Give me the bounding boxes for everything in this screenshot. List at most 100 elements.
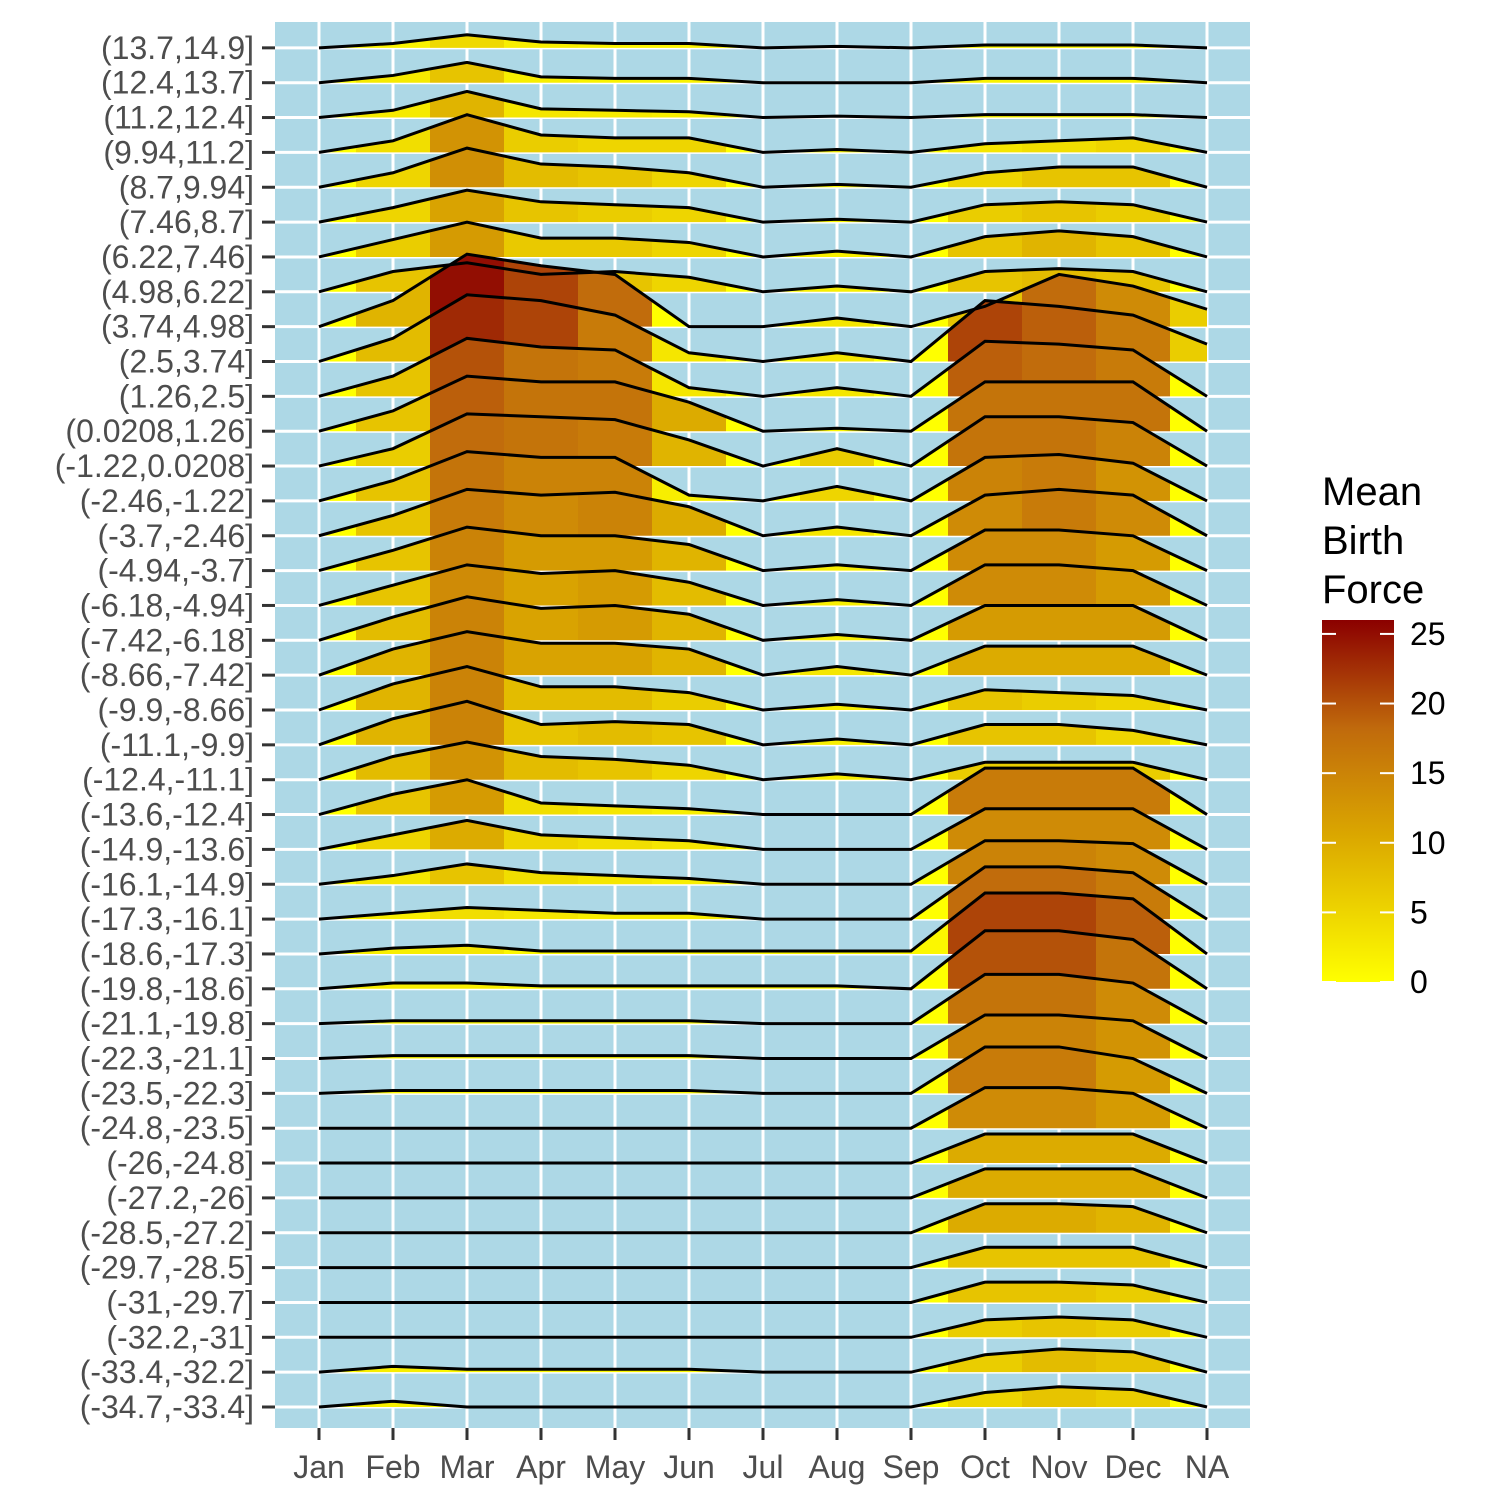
ridge-segment — [504, 156, 578, 188]
y-tick-label: (-1.22,0.0208] — [55, 448, 254, 484]
ridge-segment — [726, 701, 800, 710]
x-tick-label: NA — [1185, 1449, 1230, 1485]
ridge-segment — [874, 893, 948, 920]
ridge-segment — [874, 213, 948, 223]
ridge-segment — [1096, 1017, 1170, 1059]
ridge-segment — [652, 476, 726, 501]
ridge-line — [319, 1202, 1208, 1235]
ridge-segment — [652, 300, 726, 327]
x-tick-label: May — [585, 1449, 645, 1485]
ridge-segment — [430, 564, 504, 606]
ridge-segment — [1022, 724, 1096, 745]
ridge-line — [319, 1245, 1208, 1270]
ridge-segment — [356, 787, 430, 815]
ridge-segment — [1096, 567, 1170, 606]
ridge-segment — [578, 605, 652, 641]
ridge-segment — [430, 666, 504, 710]
ridge-segment — [652, 499, 726, 536]
x-tick-label: Aug — [809, 1449, 866, 1485]
ridge-segment — [652, 839, 726, 850]
ridge-row — [319, 489, 1207, 536]
y-tick-label: (-19.8,-18.6] — [80, 971, 254, 1007]
ridge-segment — [430, 779, 504, 815]
ridge-segment — [874, 368, 948, 397]
ridge-line — [319, 1167, 1208, 1200]
ridge-segment — [1096, 1318, 1170, 1338]
ridge-segment — [1022, 768, 1096, 815]
ridge-segment — [948, 203, 1022, 223]
ridge-segment — [874, 622, 948, 641]
ridge-segment — [578, 418, 652, 467]
x-axis: Jan Feb Mar Apr May Jun Jul Aug Sep Oct Nov Dec NA — [293, 1428, 1230, 1485]
ridge-line — [318, 839, 1208, 886]
ridge-segment — [356, 538, 430, 571]
ridge-segment — [356, 230, 430, 257]
y-tick-label: (-24.8,-23.5] — [80, 1110, 254, 1146]
y-tick-label: (-27.2,-26] — [106, 1180, 254, 1216]
ridge-segment — [874, 515, 948, 536]
ridge-segment — [652, 762, 726, 780]
ridge-segment — [800, 527, 874, 536]
ridge-segment — [874, 441, 948, 467]
ridge-line — [318, 450, 1208, 503]
legend: Mean Birth Force 0 5 10 15 20 25 — [1322, 470, 1446, 1000]
x-tick-label: Oct — [960, 1449, 1010, 1485]
ridge-segment — [1096, 978, 1170, 1024]
ridge-segment — [874, 246, 948, 257]
ridge-segment — [1022, 1134, 1096, 1164]
ridge-segment — [504, 569, 578, 606]
ridge-segment — [652, 206, 726, 223]
ridge-segment — [578, 643, 652, 676]
y-tick-label: (-12.4,-11.1] — [82, 762, 254, 798]
y-tick-label: (7.46,8.7] — [119, 204, 254, 240]
y-tick-label: (-4.94,-3.7] — [97, 553, 254, 589]
ridge-segment — [356, 827, 430, 850]
ridge-segment — [356, 127, 430, 153]
ridge-segment — [874, 550, 948, 571]
ridge-segment — [652, 392, 726, 432]
ridge-segment — [948, 1046, 1022, 1094]
ridge-segment — [726, 734, 800, 745]
ridge-segment — [1096, 1388, 1170, 1407]
ridge-line — [318, 252, 1208, 329]
ridge-segment — [652, 429, 726, 467]
ridge-segment — [874, 862, 948, 885]
ridge-segment — [726, 493, 800, 501]
y-tick-label: (-2.46,-1.22] — [80, 483, 254, 519]
x-tick-label: Sep — [883, 1449, 940, 1485]
ridge-segment — [578, 238, 652, 257]
y-tick-label: (8.7,9.94] — [119, 169, 254, 205]
ridge-segment — [874, 1036, 948, 1059]
ridge-segment — [430, 863, 504, 885]
legend-ticks: 0 5 10 15 20 25 — [1322, 616, 1446, 1000]
ridge-segment — [1022, 605, 1096, 641]
ridge-segment — [578, 570, 652, 606]
ridge-line — [318, 33, 1208, 50]
y-tick-label: (-28.5,-27.2] — [80, 1215, 254, 1251]
ridge-line — [319, 1086, 1208, 1130]
ridge-line — [319, 1315, 1208, 1339]
ridge-segment — [356, 502, 430, 536]
ridge-segment — [726, 593, 800, 606]
ridge-segment — [874, 771, 948, 780]
ridge-segment — [504, 454, 578, 501]
ridge-line — [318, 664, 1208, 712]
ridge-segment — [1096, 1090, 1170, 1129]
ridge-segment — [430, 222, 504, 257]
ridge-line — [318, 60, 1208, 85]
y-tick-label: (9.94,11.2] — [103, 134, 254, 170]
y-tick-label: (-7.42,-6.18] — [80, 622, 254, 658]
ridge-segment — [1096, 1350, 1170, 1373]
ridge-segment — [874, 1363, 948, 1373]
legend-tick-label: 15 — [1410, 755, 1446, 791]
ridge-segment — [1022, 1046, 1096, 1094]
ridge-segment — [652, 576, 726, 606]
ridge-segment — [726, 662, 800, 676]
ridge-segment — [874, 1148, 948, 1164]
ridge-segment — [430, 489, 504, 536]
ridge-segment — [356, 575, 430, 606]
ridge-segment — [1022, 530, 1096, 571]
ridge-segment — [1096, 419, 1170, 467]
ridge-segment — [504, 415, 578, 467]
ridge-segment — [1096, 492, 1170, 536]
